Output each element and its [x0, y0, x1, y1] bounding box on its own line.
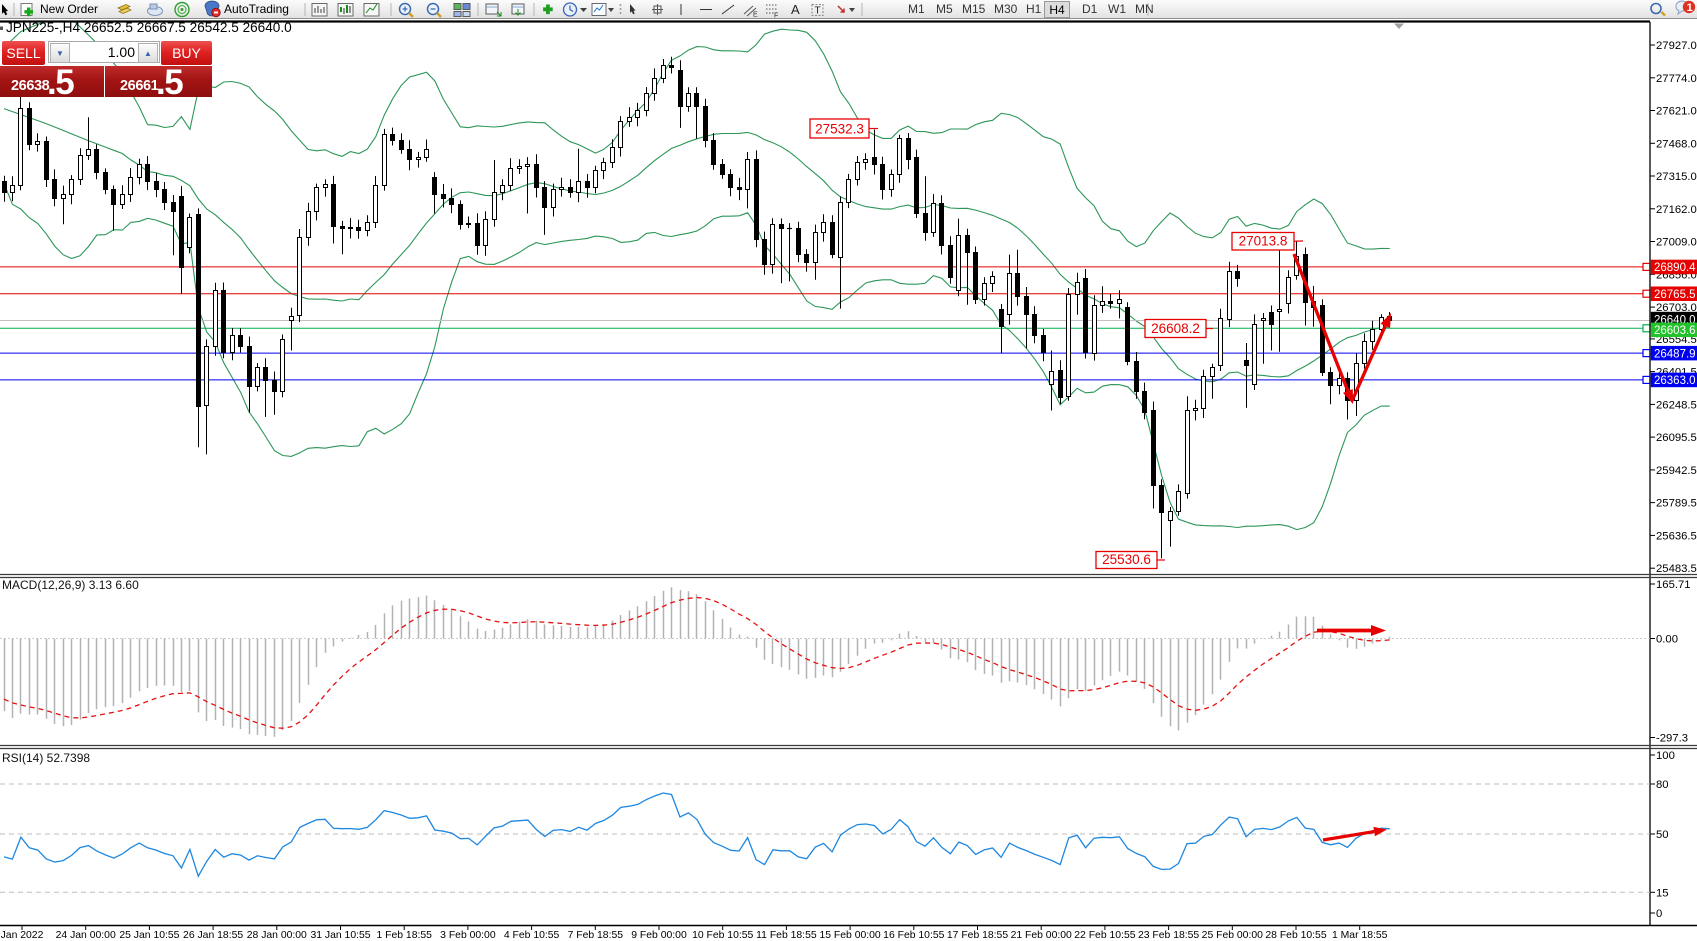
svg-text:26703.0: 26703.0: [1656, 302, 1697, 314]
svg-text:T: T: [815, 6, 821, 17]
svg-text:26487.9: 26487.9: [1654, 348, 1696, 360]
svg-text:E: E: [753, 12, 758, 19]
svg-text:F: F: [774, 13, 778, 20]
svg-text:26765.5: 26765.5: [1654, 289, 1696, 301]
svg-text:17 Feb 18:55: 17 Feb 18:55: [947, 930, 1008, 941]
svg-text:1 Feb 18:55: 1 Feb 18:55: [376, 930, 432, 941]
svg-text:25 Feb 00:00: 25 Feb 00:00: [1202, 930, 1263, 941]
svg-text:27315.0: 27315.0: [1656, 171, 1697, 183]
svg-text:27927.0: 27927.0: [1656, 40, 1697, 52]
svg-text:27774.0: 27774.0: [1656, 73, 1697, 85]
svg-text:28 Feb 10:55: 28 Feb 10:55: [1265, 930, 1326, 941]
svg-text:31 Jan 10:55: 31 Jan 10:55: [310, 930, 370, 941]
svg-text:27162.0: 27162.0: [1656, 204, 1697, 216]
svg-text:165.71: 165.71: [1656, 579, 1691, 591]
svg-text:Jan 2022: Jan 2022: [1, 930, 44, 941]
svg-text:27009.0: 27009.0: [1656, 237, 1697, 249]
svg-text:1 Mar 18:55: 1 Mar 18:55: [1332, 930, 1388, 941]
svg-text:26608.2: 26608.2: [1151, 321, 1200, 336]
svg-text:25789.5: 25789.5: [1656, 498, 1697, 510]
svg-text:100: 100: [1656, 750, 1675, 762]
svg-text:24 Jan 00:00: 24 Jan 00:00: [56, 930, 116, 941]
svg-text:11 Feb 18:55: 11 Feb 18:55: [756, 930, 817, 941]
svg-text:16 Feb 10:55: 16 Feb 10:55: [883, 930, 944, 941]
svg-text:-297.3: -297.3: [1656, 733, 1688, 745]
svg-text:7 Feb 18:55: 7 Feb 18:55: [568, 930, 624, 941]
svg-text:9 Feb 00:00: 9 Feb 00:00: [631, 930, 687, 941]
svg-text:25942.5: 25942.5: [1656, 465, 1697, 477]
svg-text:1: 1: [1687, 2, 1693, 14]
svg-text:80: 80: [1656, 779, 1669, 791]
svg-text:25483.5: 25483.5: [1656, 563, 1697, 575]
svg-text:4 Feb 10:55: 4 Feb 10:55: [504, 930, 560, 941]
svg-text:MACD(12,26,9) 3.13 6.60: MACD(12,26,9) 3.13 6.60: [2, 578, 139, 592]
svg-text:27468.0: 27468.0: [1656, 138, 1697, 150]
svg-text:26603.6: 26603.6: [1654, 325, 1696, 337]
svg-text:26 Jan 18:55: 26 Jan 18:55: [183, 930, 243, 941]
svg-text:50: 50: [1656, 829, 1669, 841]
svg-text:0.00: 0.00: [1656, 634, 1678, 646]
svg-text:25 Jan 10:55: 25 Jan 10:55: [119, 930, 179, 941]
svg-text:27621.0: 27621.0: [1656, 106, 1697, 118]
svg-text:26095.5: 26095.5: [1656, 432, 1697, 444]
svg-text:A: A: [791, 2, 800, 17]
svg-text:23 Feb 18:55: 23 Feb 18:55: [1138, 930, 1199, 941]
svg-text:RSI(14) 52.7398: RSI(14) 52.7398: [2, 751, 90, 765]
svg-text:28 Jan 00:00: 28 Jan 00:00: [247, 930, 307, 941]
svg-text:26248.5: 26248.5: [1656, 399, 1697, 411]
svg-text:27013.8: 27013.8: [1239, 234, 1288, 249]
svg-text:15: 15: [1656, 887, 1669, 899]
svg-text:25636.5: 25636.5: [1656, 530, 1697, 542]
svg-text:0: 0: [1656, 908, 1662, 920]
svg-text:27532.3: 27532.3: [815, 122, 864, 137]
svg-text:26890.4: 26890.4: [1654, 262, 1696, 274]
svg-text:21 Feb 00:00: 21 Feb 00:00: [1011, 930, 1072, 941]
svg-text:10 Feb 10:55: 10 Feb 10:55: [692, 930, 753, 941]
svg-text:25530.6: 25530.6: [1102, 552, 1151, 567]
svg-text:3 Feb 00:00: 3 Feb 00:00: [440, 930, 496, 941]
svg-text:26363.0: 26363.0: [1654, 375, 1696, 387]
svg-text:22 Feb 10:55: 22 Feb 10:55: [1074, 930, 1135, 941]
svg-text:JPN225-,H4 26652.5 26667.5 26: JPN225-,H4 26652.5 26667.5 26542.5 26640…: [6, 20, 292, 35]
svg-text:15 Feb 00:00: 15 Feb 00:00: [819, 930, 880, 941]
